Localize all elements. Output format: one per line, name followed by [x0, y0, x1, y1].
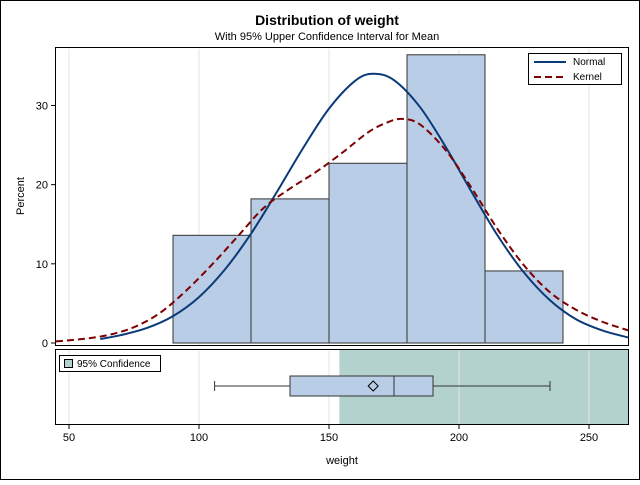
- x-tick-label-2: 150: [320, 432, 338, 444]
- legend: Normal Kernel: [528, 53, 622, 85]
- ci-legend-frame: [59, 355, 161, 372]
- y-tick-label-0: 0: [42, 338, 48, 350]
- normal-curve: [100, 72, 629, 341]
- y-tick-label-2: 20: [36, 180, 48, 192]
- x-axis-label: weight: [325, 455, 358, 467]
- histogram-bar-3: [406, 54, 486, 344]
- chart-subtitle: With 95% Upper Confidence Interval for M…: [215, 31, 439, 43]
- ci-legend: 95% Confidence: [59, 355, 161, 372]
- y-axis-ticks: 0 10 20 30: [36, 100, 56, 350]
- histogram-panel: 0 10 20 30 Percent Normal Kernel: [15, 47, 629, 350]
- histogram-bars: [172, 54, 564, 344]
- box-iqr: [289, 375, 434, 397]
- density-curves: [55, 72, 629, 343]
- mean-marker: [367, 380, 379, 392]
- x-tick-label-3: 200: [450, 432, 468, 444]
- x-tick-label-0: 50: [63, 432, 75, 444]
- boxplot-panel-frame: [55, 349, 629, 425]
- x-tick-label-1: 100: [190, 432, 208, 444]
- histogram-bar-2: [328, 162, 408, 344]
- x-axis-ticks: 50 100 150 200 250: [63, 424, 598, 444]
- boxplot-panel: 95% Confidence 50 100 150 200 250 weight: [55, 349, 629, 467]
- boxplot: [214, 375, 551, 397]
- histogram-bar-1: [250, 198, 330, 344]
- histogram-bar-4: [484, 270, 564, 344]
- chart-title: Distribution of weight: [255, 12, 399, 28]
- x-tick-label-4: 250: [580, 432, 598, 444]
- kernel-curve: [55, 117, 629, 343]
- legend-frame: [528, 53, 622, 85]
- y-tick-label-3: 30: [36, 100, 48, 112]
- legend-normal-label: Normal: [573, 57, 605, 68]
- legend-kernel-label: Kernel: [573, 72, 602, 83]
- ci-legend-swatch: [64, 359, 73, 368]
- y-tick-label-1: 10: [36, 259, 48, 271]
- y-axis-label: Percent: [15, 177, 27, 215]
- ci-legend-label: 95% Confidence: [77, 359, 151, 370]
